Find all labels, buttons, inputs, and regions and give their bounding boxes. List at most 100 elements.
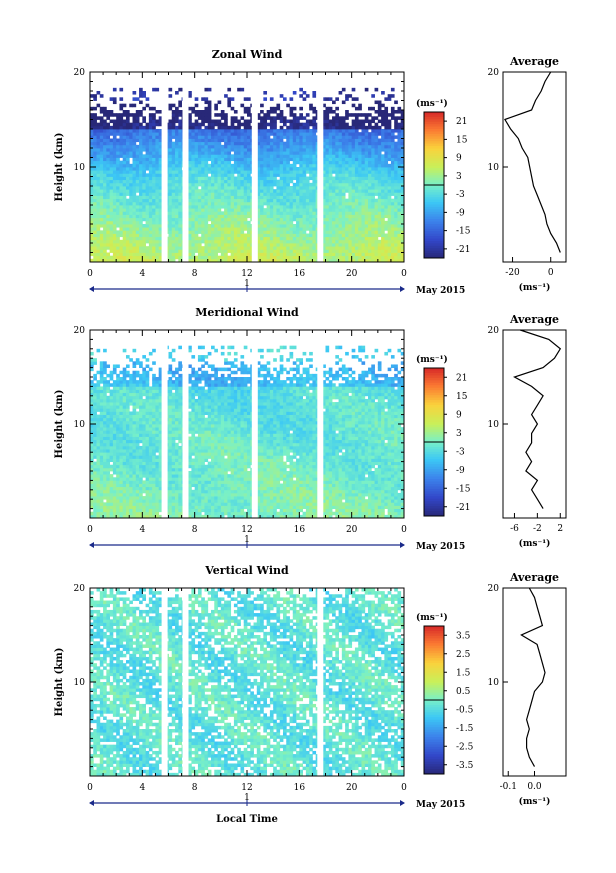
heatmap-cell <box>230 122 235 127</box>
heatmap-cell <box>96 455 101 459</box>
heatmap-cell <box>152 135 156 139</box>
heatmap-cell <box>207 230 212 234</box>
heatmap-cell <box>299 144 303 149</box>
heatmap-cell <box>191 125 196 130</box>
heatmap-cell <box>348 220 353 225</box>
heatmap-cell <box>132 103 137 108</box>
heatmap-cell <box>106 224 111 228</box>
heatmap-cell <box>96 496 101 500</box>
heatmap-cell <box>345 224 349 228</box>
heatmap-cell <box>256 179 261 184</box>
heatmap-cell <box>371 151 375 155</box>
heatmap-cell <box>178 103 182 108</box>
heatmap-cell <box>175 129 179 133</box>
heatmap-cell <box>237 233 241 238</box>
heatmap-cell <box>390 233 395 238</box>
heatmap-cell <box>371 217 375 222</box>
heatmap-cell <box>243 138 248 143</box>
colorbar-swatch <box>424 202 444 205</box>
heatmap-cell <box>204 192 209 196</box>
heatmap-cell <box>90 361 94 365</box>
heatmap-cell <box>322 258 326 263</box>
heatmap-cell <box>247 249 251 253</box>
heatmap-cell <box>93 508 97 513</box>
heatmap-cell <box>211 135 215 139</box>
heatmap-cell <box>99 424 104 428</box>
heatmap-cell <box>191 227 196 231</box>
heatmap-cell <box>296 220 300 225</box>
heatmap-cell <box>158 176 163 181</box>
heatmap-cell <box>312 116 317 120</box>
heatmap-cell <box>224 192 228 196</box>
heatmap-cell <box>400 220 405 225</box>
heatmap-cell <box>103 502 107 506</box>
heatmap-cell <box>99 464 104 469</box>
heatmap-cell <box>361 195 366 200</box>
heatmap-cell <box>230 201 235 206</box>
heatmap-cell <box>381 249 385 253</box>
heatmap-cell <box>302 214 307 219</box>
heatmap-cell <box>322 154 326 158</box>
heatmap-cell <box>99 151 104 155</box>
heatmap-cell <box>377 154 382 158</box>
heatmap-cell <box>171 236 176 241</box>
heatmap-cell <box>168 135 173 139</box>
heatmap-cell <box>227 157 232 162</box>
heatmap-cell <box>381 141 385 146</box>
heatmap-cell <box>214 220 218 225</box>
heatmap-cell <box>269 138 274 143</box>
heatmap-cell <box>217 125 222 130</box>
heatmap-cell <box>325 217 330 222</box>
heatmap-cell <box>230 211 235 215</box>
heatmap-cell <box>122 135 127 139</box>
heatmap-cell <box>276 182 281 187</box>
heatmap-cell <box>305 186 310 190</box>
heatmap-cell <box>276 141 281 146</box>
heatmap-cell <box>220 224 225 228</box>
heatmap-cell <box>358 239 362 244</box>
colorbar-swatch <box>424 126 444 130</box>
heatmap-cell <box>276 151 281 155</box>
heatmap-cell <box>233 167 238 171</box>
heatmap-cell <box>361 182 366 187</box>
heatmap-cell <box>374 110 379 114</box>
heatmap-cell <box>276 246 281 250</box>
heatmap-cell <box>171 239 176 244</box>
heatmap-cell <box>90 380 94 384</box>
heatmap-cell <box>397 106 402 111</box>
heatmap-cell <box>354 230 359 234</box>
heatmap-cell <box>302 148 307 152</box>
heatmap-cell <box>322 97 326 101</box>
heatmap-cell <box>90 205 94 209</box>
heatmap-cell <box>302 243 307 247</box>
heatmap-cell <box>361 173 366 177</box>
heatmap-cell <box>273 205 277 209</box>
heatmap-cell <box>90 135 94 139</box>
heatmap-cell <box>276 138 281 143</box>
heatmap-cell <box>93 439 97 444</box>
heatmap-cell <box>178 151 182 155</box>
heatmap-cell <box>201 110 205 114</box>
heatmap-cell <box>256 182 261 187</box>
heatmap-cell <box>286 258 290 263</box>
heatmap-cell <box>112 186 117 190</box>
heatmap-cell <box>256 220 261 225</box>
heatmap-cell <box>292 176 297 181</box>
heatmap-cell <box>325 246 330 250</box>
heatmap-cell <box>263 214 268 219</box>
heatmap-cell <box>286 230 290 234</box>
heatmap-cell <box>119 233 124 238</box>
heatmap-cell <box>112 154 117 158</box>
heatmap-cell <box>93 455 97 459</box>
heatmap-cell <box>103 405 107 409</box>
heatmap-cell <box>96 103 101 108</box>
colorbar-swatch <box>424 192 444 196</box>
heatmap-cell <box>116 141 120 146</box>
heatmap-cell <box>204 97 209 101</box>
heatmap-cell <box>148 208 153 212</box>
heatmap-cell <box>387 201 392 206</box>
heatmap-cell <box>305 239 310 244</box>
heatmap-cell <box>289 141 294 146</box>
heatmap-cell <box>364 116 369 120</box>
heatmap-cell <box>155 201 160 206</box>
